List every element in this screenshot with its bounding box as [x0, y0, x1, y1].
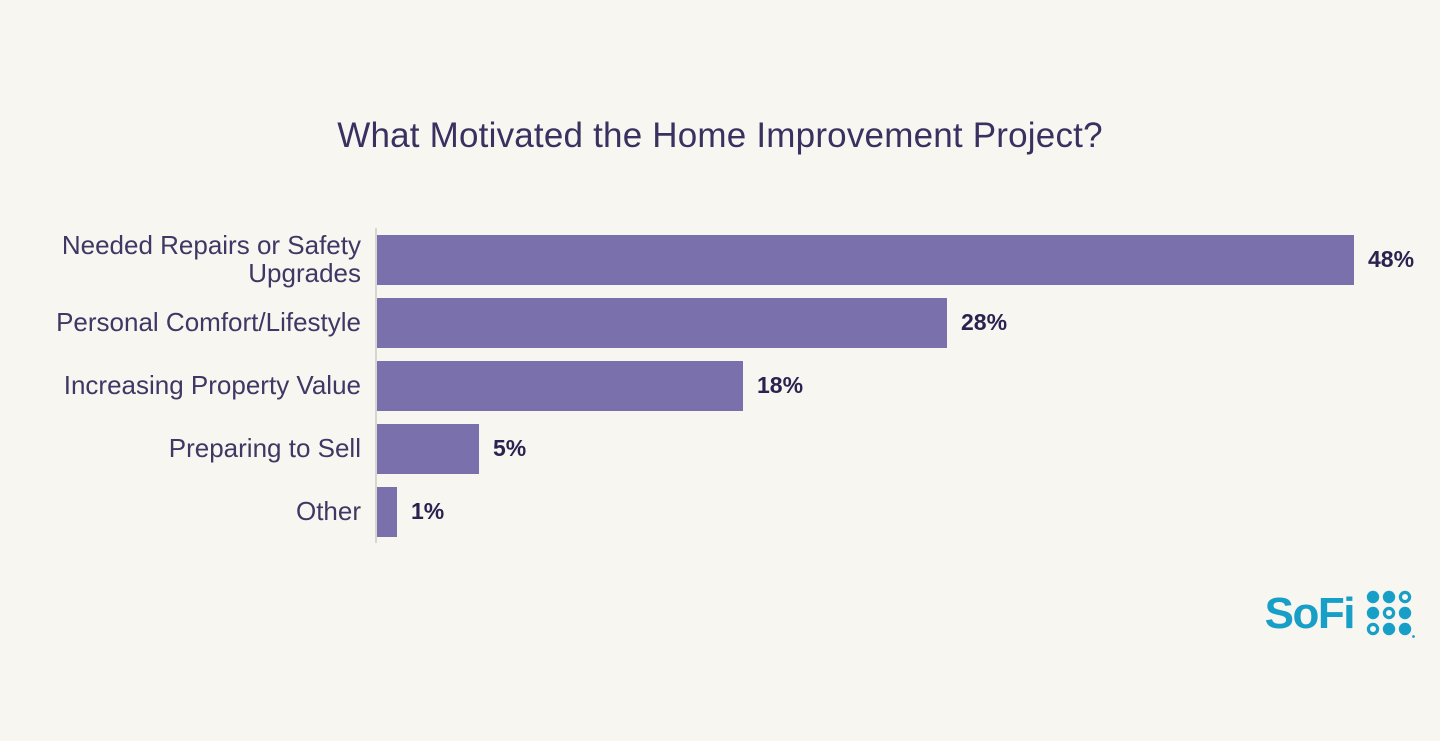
bar-track: 1%: [375, 480, 1440, 543]
category-label: Needed Repairs or Safety Upgrades: [61, 230, 361, 288]
value-label: 5%: [493, 435, 527, 461]
bar: [377, 486, 397, 537]
bar-chart: Needed Repairs or Safety Upgrades 48% Pers…: [0, 228, 1440, 543]
bar-row: Preparing to Sell 5%: [0, 417, 1440, 480]
bar: [377, 423, 479, 474]
bar-track: 28%: [375, 291, 1440, 354]
category-label: Increasing Property Value: [63, 369, 361, 400]
category-label: Personal Comfort/Lifestyle: [56, 306, 361, 337]
bar-row: Personal Comfort/Lifestyle 28%: [0, 291, 1440, 354]
bar: [377, 297, 947, 348]
value-label: 18%: [757, 372, 804, 398]
category-label: Other: [295, 495, 361, 526]
bar-row: Other 1%: [0, 480, 1440, 543]
bar: [377, 360, 743, 411]
bar-row: Needed Repairs or Safety Upgrades 48%: [0, 228, 1440, 291]
chart-title: What Motivated the Home Improvement Proj…: [337, 116, 1103, 155]
category-label: Preparing to Sell: [168, 432, 361, 463]
bar: [377, 234, 1354, 285]
bar-rows: Needed Repairs or Safety Upgrades 48% Pers…: [0, 228, 1440, 543]
bar-row: Increasing Property Value 18%: [0, 354, 1440, 417]
sofi-dot-grid-icon: [1366, 590, 1415, 638]
sofi-wordmark: SoFi: [1264, 589, 1356, 638]
bar-track: 48%: [375, 228, 1440, 291]
sofi-logo: SoFi: [1265, 588, 1416, 640]
value-label: 1%: [411, 498, 445, 524]
value-label: 28%: [961, 309, 1008, 335]
bar-track: 18%: [375, 354, 1440, 417]
bar-track: 5%: [375, 417, 1440, 480]
value-label: 48%: [1368, 246, 1415, 272]
